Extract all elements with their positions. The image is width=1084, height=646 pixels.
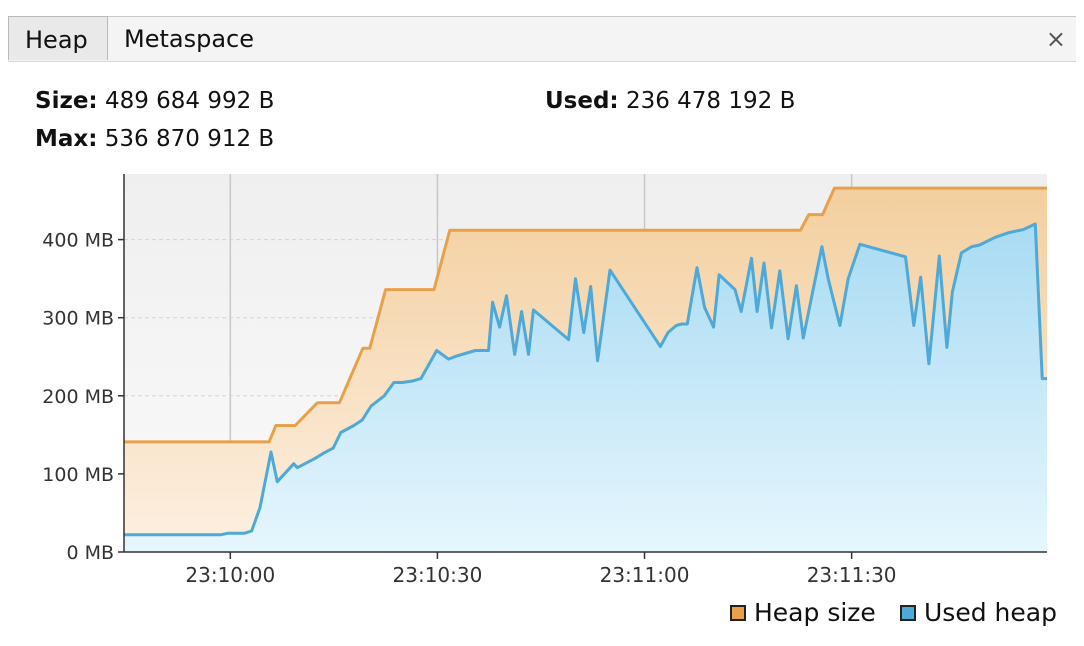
close-icon[interactable]: × bbox=[1045, 25, 1066, 53]
x-tick-label: 23:11:00 bbox=[600, 563, 690, 587]
x-ticks: 23:10:00 23:10:30 23:11:00 23:11:30 bbox=[185, 552, 897, 587]
legend-used-heap: Used heap bbox=[900, 598, 1057, 627]
used-stat: Used: 236 478 192 B bbox=[545, 88, 795, 114]
used-heap-area bbox=[124, 224, 1047, 552]
heap-size-line bbox=[124, 186, 1047, 444]
size-stat: Size: 489 684 992 B bbox=[35, 88, 274, 114]
max-value: 536 870 912 B bbox=[104, 126, 275, 152]
x-tick-label: 23:10:30 bbox=[393, 563, 483, 587]
y-tick-label: 0 MB bbox=[66, 542, 114, 564]
legend-heap-size: Heap size bbox=[730, 598, 876, 627]
used-value: 236 478 192 B bbox=[625, 88, 796, 114]
y-ticks: 0 MB 100 MB 200 MB 300 MB 400 MB bbox=[42, 230, 124, 564]
tab-bar: Heap Metaspace × bbox=[8, 16, 1076, 62]
max-stat: Max: 536 870 912 B bbox=[35, 126, 274, 152]
y-tick-label: 200 MB bbox=[42, 386, 114, 408]
size-value: 489 684 992 B bbox=[104, 88, 275, 114]
max-label: Max: bbox=[35, 126, 98, 152]
x-tick-label: 23:11:30 bbox=[807, 563, 897, 587]
legend-used-heap-label: Used heap bbox=[924, 598, 1057, 627]
heap-size-swatch bbox=[730, 604, 746, 621]
y-tick-label: 300 MB bbox=[42, 308, 114, 330]
legend-heap-size-label: Heap size bbox=[754, 598, 876, 627]
used-label: Used: bbox=[545, 88, 619, 114]
size-label: Size: bbox=[35, 88, 98, 114]
y-tick-label: 400 MB bbox=[42, 230, 114, 252]
tab-bar-background bbox=[8, 16, 1076, 62]
tab-heap[interactable]: Heap bbox=[8, 16, 108, 60]
x-tick-label: 23:10:00 bbox=[185, 563, 275, 587]
used-heap-swatch bbox=[900, 604, 916, 621]
used-heap-line bbox=[124, 222, 1047, 537]
tab-metaspace[interactable]: Metaspace bbox=[124, 25, 254, 53]
y-tick-label: 100 MB bbox=[42, 464, 114, 486]
